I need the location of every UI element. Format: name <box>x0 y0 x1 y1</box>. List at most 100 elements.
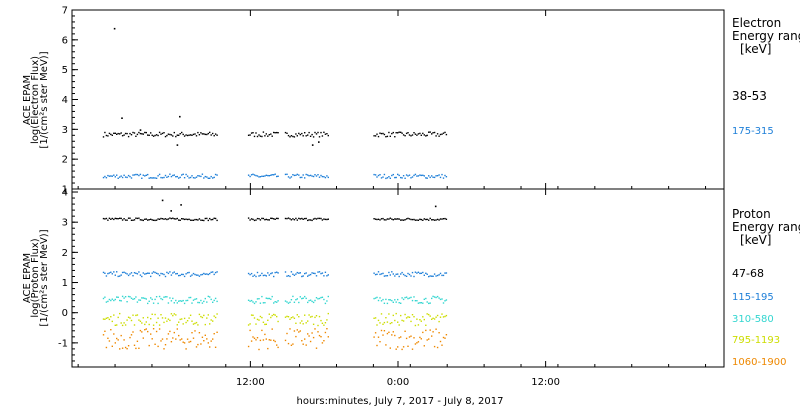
data-point <box>321 296 324 298</box>
data-point <box>383 219 386 221</box>
data-point <box>376 296 378 299</box>
data-point <box>192 272 195 275</box>
data-point <box>405 275 408 277</box>
data-point <box>315 275 318 277</box>
data-point <box>247 217 250 219</box>
data-point <box>139 132 142 135</box>
data-point <box>438 297 440 299</box>
data-point <box>206 217 208 220</box>
data-point <box>407 132 409 134</box>
data-point <box>326 328 328 330</box>
data-point <box>129 273 131 275</box>
data-point <box>441 218 443 220</box>
data-point <box>394 275 396 277</box>
data-point <box>108 175 111 177</box>
data-point <box>130 334 133 336</box>
data-point <box>206 317 208 319</box>
proton-ylabel-line-1: ACE EPAM <box>22 253 33 303</box>
data-point <box>102 217 105 220</box>
data-point <box>264 333 266 336</box>
data-point <box>102 271 105 274</box>
data-point <box>320 174 322 177</box>
electron-legend-title-1: Electron <box>732 16 781 30</box>
data-point <box>296 135 298 137</box>
data-point <box>423 134 425 136</box>
data-point <box>167 272 170 275</box>
data-point <box>413 174 415 177</box>
data-point <box>419 174 421 176</box>
data-point <box>116 133 118 135</box>
data-point <box>136 340 139 342</box>
data-point <box>277 217 279 220</box>
data-point <box>374 317 377 319</box>
y-tick-label: 1 <box>62 185 68 196</box>
data-point <box>274 271 276 274</box>
data-point <box>268 339 270 341</box>
data-point <box>289 318 291 320</box>
data-point <box>154 343 156 345</box>
data-point <box>158 295 161 298</box>
data-point <box>212 218 214 221</box>
data-point <box>250 340 253 342</box>
data-point <box>179 133 181 135</box>
data-point <box>433 273 436 275</box>
data-point <box>176 324 178 326</box>
data-point <box>135 314 137 317</box>
data-point <box>374 135 377 137</box>
data-point <box>157 218 159 220</box>
data-point <box>425 297 427 300</box>
data-point <box>256 318 259 321</box>
data-point <box>439 133 442 136</box>
data-point <box>207 132 209 135</box>
data-point <box>141 275 143 278</box>
data-point <box>405 132 408 135</box>
data-point <box>173 331 175 334</box>
data-point <box>107 272 109 275</box>
data-point <box>135 135 137 137</box>
data-point <box>214 271 217 274</box>
data-point <box>311 133 313 136</box>
data-point <box>191 332 193 334</box>
data-point <box>144 218 146 220</box>
data-point <box>270 316 272 319</box>
data-point <box>432 295 434 298</box>
data-point <box>163 176 165 179</box>
data-point <box>326 300 328 302</box>
data-point <box>130 272 133 274</box>
data-point <box>445 133 448 136</box>
data-point <box>433 345 436 348</box>
data-point <box>139 299 142 301</box>
data-point <box>274 173 276 175</box>
data-point <box>309 299 312 301</box>
data-point <box>198 134 201 136</box>
data-point <box>191 175 193 177</box>
data-point <box>379 273 381 276</box>
data-point <box>120 322 122 324</box>
data-point <box>261 316 263 319</box>
data-point <box>183 275 186 278</box>
data-point <box>401 271 403 274</box>
data-point <box>293 174 296 177</box>
data-point <box>114 324 116 326</box>
data-point <box>214 297 217 300</box>
data-point <box>265 323 267 325</box>
data-point <box>439 176 442 179</box>
data-point <box>126 301 128 303</box>
data-point <box>121 219 124 221</box>
data-point <box>186 272 189 274</box>
data-point <box>383 321 386 324</box>
data-point <box>256 135 259 138</box>
y-tick-label: 4 <box>62 188 68 199</box>
data-point <box>292 135 294 138</box>
data-point <box>138 131 140 134</box>
data-point <box>154 219 156 222</box>
data-point <box>189 275 192 277</box>
data-point <box>253 219 256 222</box>
data-point <box>133 272 136 274</box>
data-point <box>404 219 406 221</box>
data-point <box>423 298 425 300</box>
data-point <box>107 174 109 177</box>
data-point <box>428 175 430 177</box>
data-point <box>132 174 134 176</box>
data-point <box>405 296 408 298</box>
